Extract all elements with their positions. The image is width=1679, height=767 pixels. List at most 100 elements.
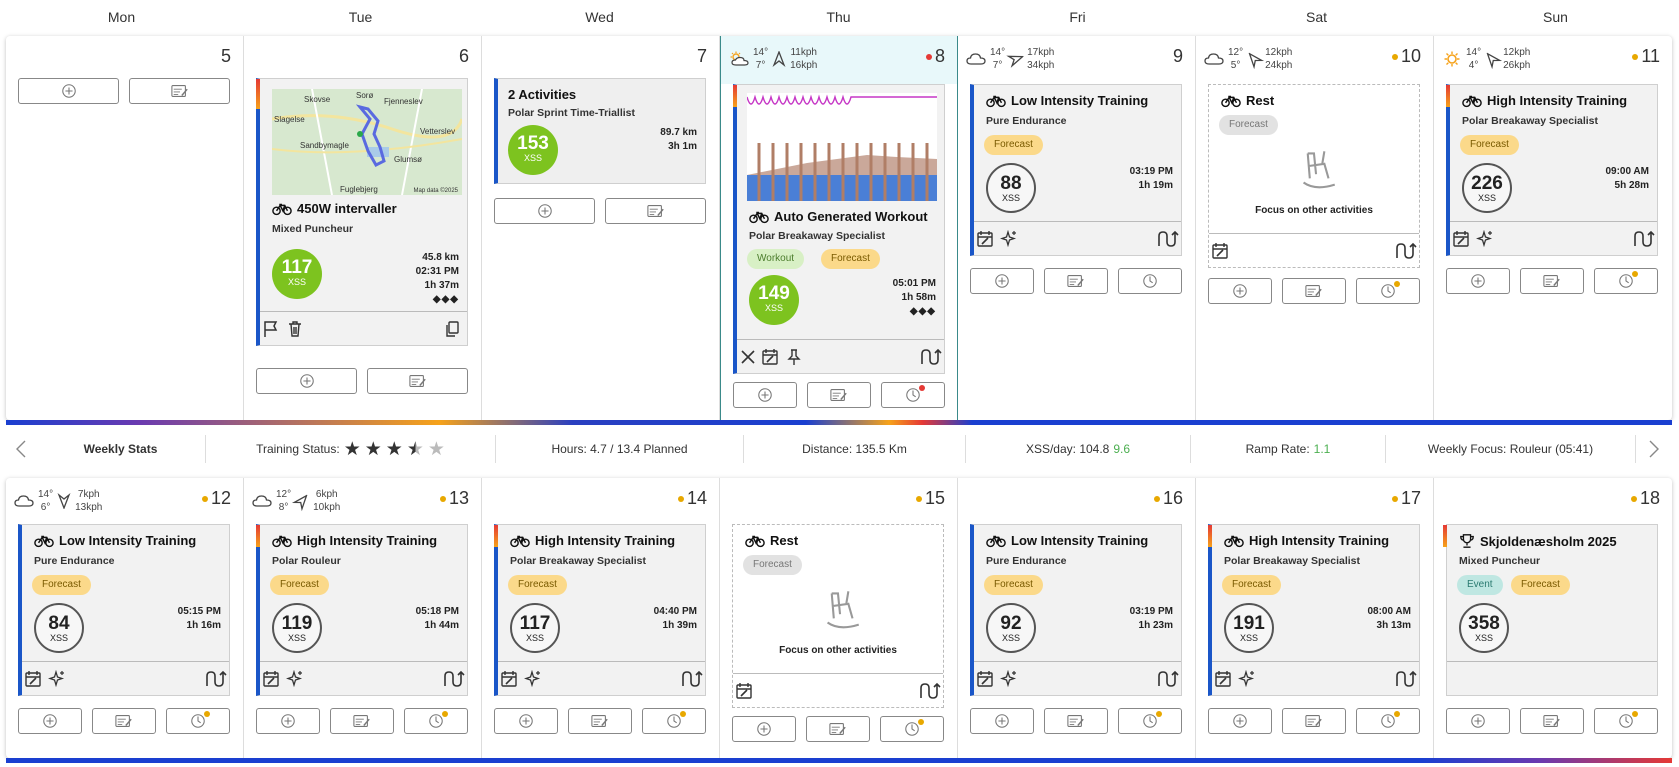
calendar-edit-icon[interactable] (1452, 230, 1470, 248)
calendar-edit-icon[interactable] (500, 670, 518, 688)
plan-workout-button[interactable] (1044, 268, 1108, 294)
add-activity-button[interactable] (1446, 708, 1510, 734)
schedule-button[interactable] (642, 708, 706, 734)
schedule-button[interactable] (1356, 278, 1420, 304)
day-cell-12[interactable]: 14° 6° 7kph 13kph 12 Low Intensity Trainin… (6, 478, 244, 758)
route-export-icon[interactable] (1157, 230, 1179, 248)
schedule-button[interactable] (1118, 268, 1182, 294)
add-activity-button[interactable] (970, 268, 1034, 294)
calendar-edit-icon[interactable] (761, 348, 779, 366)
plan-workout-button[interactable] (1044, 708, 1108, 734)
sparkle-icon[interactable] (1238, 670, 1256, 688)
plan-workout-button[interactable] (1282, 278, 1346, 304)
route-export-icon[interactable] (920, 348, 942, 366)
add-activity-button[interactable] (494, 198, 595, 224)
calendar-edit-icon[interactable] (976, 670, 994, 688)
day-cell-6[interactable]: 6 Skovse Slagelse Sorø Fjenneslev Vetter… (244, 36, 482, 420)
plan-workout-button[interactable] (367, 368, 468, 394)
prev-week-button[interactable] (6, 435, 36, 463)
route-export-icon[interactable] (443, 670, 465, 688)
add-activity-button[interactable] (1208, 278, 1272, 304)
sparkle-icon[interactable] (524, 670, 542, 688)
schedule-button[interactable] (881, 382, 945, 408)
add-activity-button[interactable] (970, 708, 1034, 734)
sparkle-icon[interactable] (1000, 230, 1018, 248)
activity-card[interactable]: High Intensity Training Polar Breakaway … (1446, 84, 1658, 256)
sparkle-icon[interactable] (1000, 670, 1018, 688)
plan-workout-button[interactable] (92, 708, 156, 734)
copy-icon[interactable] (443, 320, 461, 338)
activity-card[interactable]: Low Intensity Training Pure Endurance Fo… (970, 524, 1182, 696)
plan-workout-button[interactable] (1520, 708, 1584, 734)
calendar-edit-icon[interactable] (976, 230, 994, 248)
route-export-icon[interactable] (1395, 670, 1417, 688)
flag-icon[interactable] (262, 320, 280, 338)
calendar-edit-icon[interactable] (1211, 242, 1229, 260)
day-cell-17[interactable]: 17 High Intensity Training Polar Breakaw… (1196, 478, 1434, 758)
pin-icon[interactable] (785, 348, 803, 366)
activity-card[interactable]: 2 Activities Polar Sprint Time-Triallist… (494, 78, 706, 184)
plan-workout-button[interactable] (568, 708, 632, 734)
day-cell-13[interactable]: 12° 8° 6kph 10kph 13 High Intensity Traini… (244, 478, 482, 758)
day-cell-9[interactable]: 14° 7° 17kph 34kph 9 Low Intensity Trainin… (958, 36, 1196, 420)
route-export-icon[interactable] (681, 670, 703, 688)
sparkle-icon[interactable] (1476, 230, 1494, 248)
route-export-icon[interactable] (205, 670, 227, 688)
route-export-icon[interactable] (1395, 242, 1417, 260)
add-activity-button[interactable] (494, 708, 558, 734)
day-cell-11[interactable]: 14° 4° 12kph 26kph 11 High Intensity Train… (1434, 36, 1672, 420)
calendar-edit-icon[interactable] (24, 670, 42, 688)
day-cell-14[interactable]: 14 High Intensity Training Polar Breakaw… (482, 478, 720, 758)
route-export-icon[interactable] (1633, 230, 1655, 248)
plan-workout-button[interactable] (807, 382, 871, 408)
schedule-button[interactable] (404, 708, 468, 734)
add-activity-button[interactable] (733, 382, 797, 408)
day-cell-8[interactable]: 14° 7° 11kph 16kph 8 Auto Generated Workou… (720, 36, 958, 420)
rest-card[interactable]: Rest Forecast Focus on other activities (1208, 84, 1420, 268)
calendar-edit-icon[interactable] (262, 670, 280, 688)
schedule-button[interactable] (1118, 708, 1182, 734)
add-activity-button[interactable] (256, 708, 320, 734)
add-activity-button[interactable] (18, 78, 119, 104)
schedule-button[interactable] (166, 708, 230, 734)
day-cell-18[interactable]: 18 Skjoldenæsholm 2025 Mixed Puncheur Ev… (1434, 478, 1672, 758)
add-activity-button[interactable] (1446, 268, 1510, 294)
schedule-button[interactable] (1594, 268, 1658, 294)
close-icon[interactable] (739, 348, 757, 366)
plan-workout-button[interactable] (1520, 268, 1584, 294)
day-cell-7[interactable]: 7 2 Activities Polar Sprint Time-Trialli… (482, 36, 720, 420)
schedule-button[interactable] (1356, 708, 1420, 734)
schedule-button[interactable] (1594, 708, 1658, 734)
activity-card[interactable]: Low Intensity Training Pure Endurance Fo… (970, 84, 1182, 256)
plan-workout-button[interactable] (1282, 708, 1346, 734)
sparkle-icon[interactable] (48, 670, 66, 688)
activity-card[interactable]: Skovse Slagelse Sorø Fjenneslev Vettersl… (256, 78, 468, 346)
next-week-button[interactable] (1636, 435, 1672, 463)
activity-card[interactable]: High Intensity Training Polar Breakaway … (1208, 524, 1420, 696)
calendar-edit-icon[interactable] (735, 682, 753, 700)
plan-workout-button[interactable] (129, 78, 230, 104)
day-cell-16[interactable]: 16 Low Intensity Training Pure Endurance… (958, 478, 1196, 758)
activity-card[interactable]: High Intensity Training Polar Rouleur Fo… (256, 524, 468, 696)
activity-card[interactable]: Auto Generated Workout Polar Breakaway S… (733, 84, 945, 374)
event-card[interactable]: Skjoldenæsholm 2025 Mixed Puncheur Event… (1443, 524, 1658, 696)
plan-workout-button[interactable] (605, 198, 706, 224)
calendar-edit-icon[interactable] (1214, 670, 1232, 688)
add-activity-button[interactable] (1208, 708, 1272, 734)
day-cell-10[interactable]: 12° 5° 12kph 24kph 10 Rest Forecast Focus … (1196, 36, 1434, 420)
rest-card[interactable]: Rest Forecast Focus on other activities (732, 524, 944, 708)
training-status[interactable]: Training Status: ★ ★ ★ ★ ★ (206, 435, 496, 463)
sparkle-icon[interactable] (286, 670, 304, 688)
day-cell-5[interactable]: 5 (6, 36, 244, 420)
activity-card[interactable]: High Intensity Training Polar Breakaway … (494, 524, 706, 696)
route-export-icon[interactable] (919, 682, 941, 700)
plan-workout-button[interactable] (806, 716, 870, 742)
add-activity-button[interactable] (256, 368, 357, 394)
trash-icon[interactable] (286, 320, 304, 338)
schedule-button[interactable] (880, 716, 944, 742)
add-activity-button[interactable] (18, 708, 82, 734)
day-cell-15[interactable]: 15 Rest Forecast Focus on other activiti… (720, 478, 958, 758)
route-export-icon[interactable] (1157, 670, 1179, 688)
plan-workout-button[interactable] (330, 708, 394, 734)
add-activity-button[interactable] (732, 716, 796, 742)
